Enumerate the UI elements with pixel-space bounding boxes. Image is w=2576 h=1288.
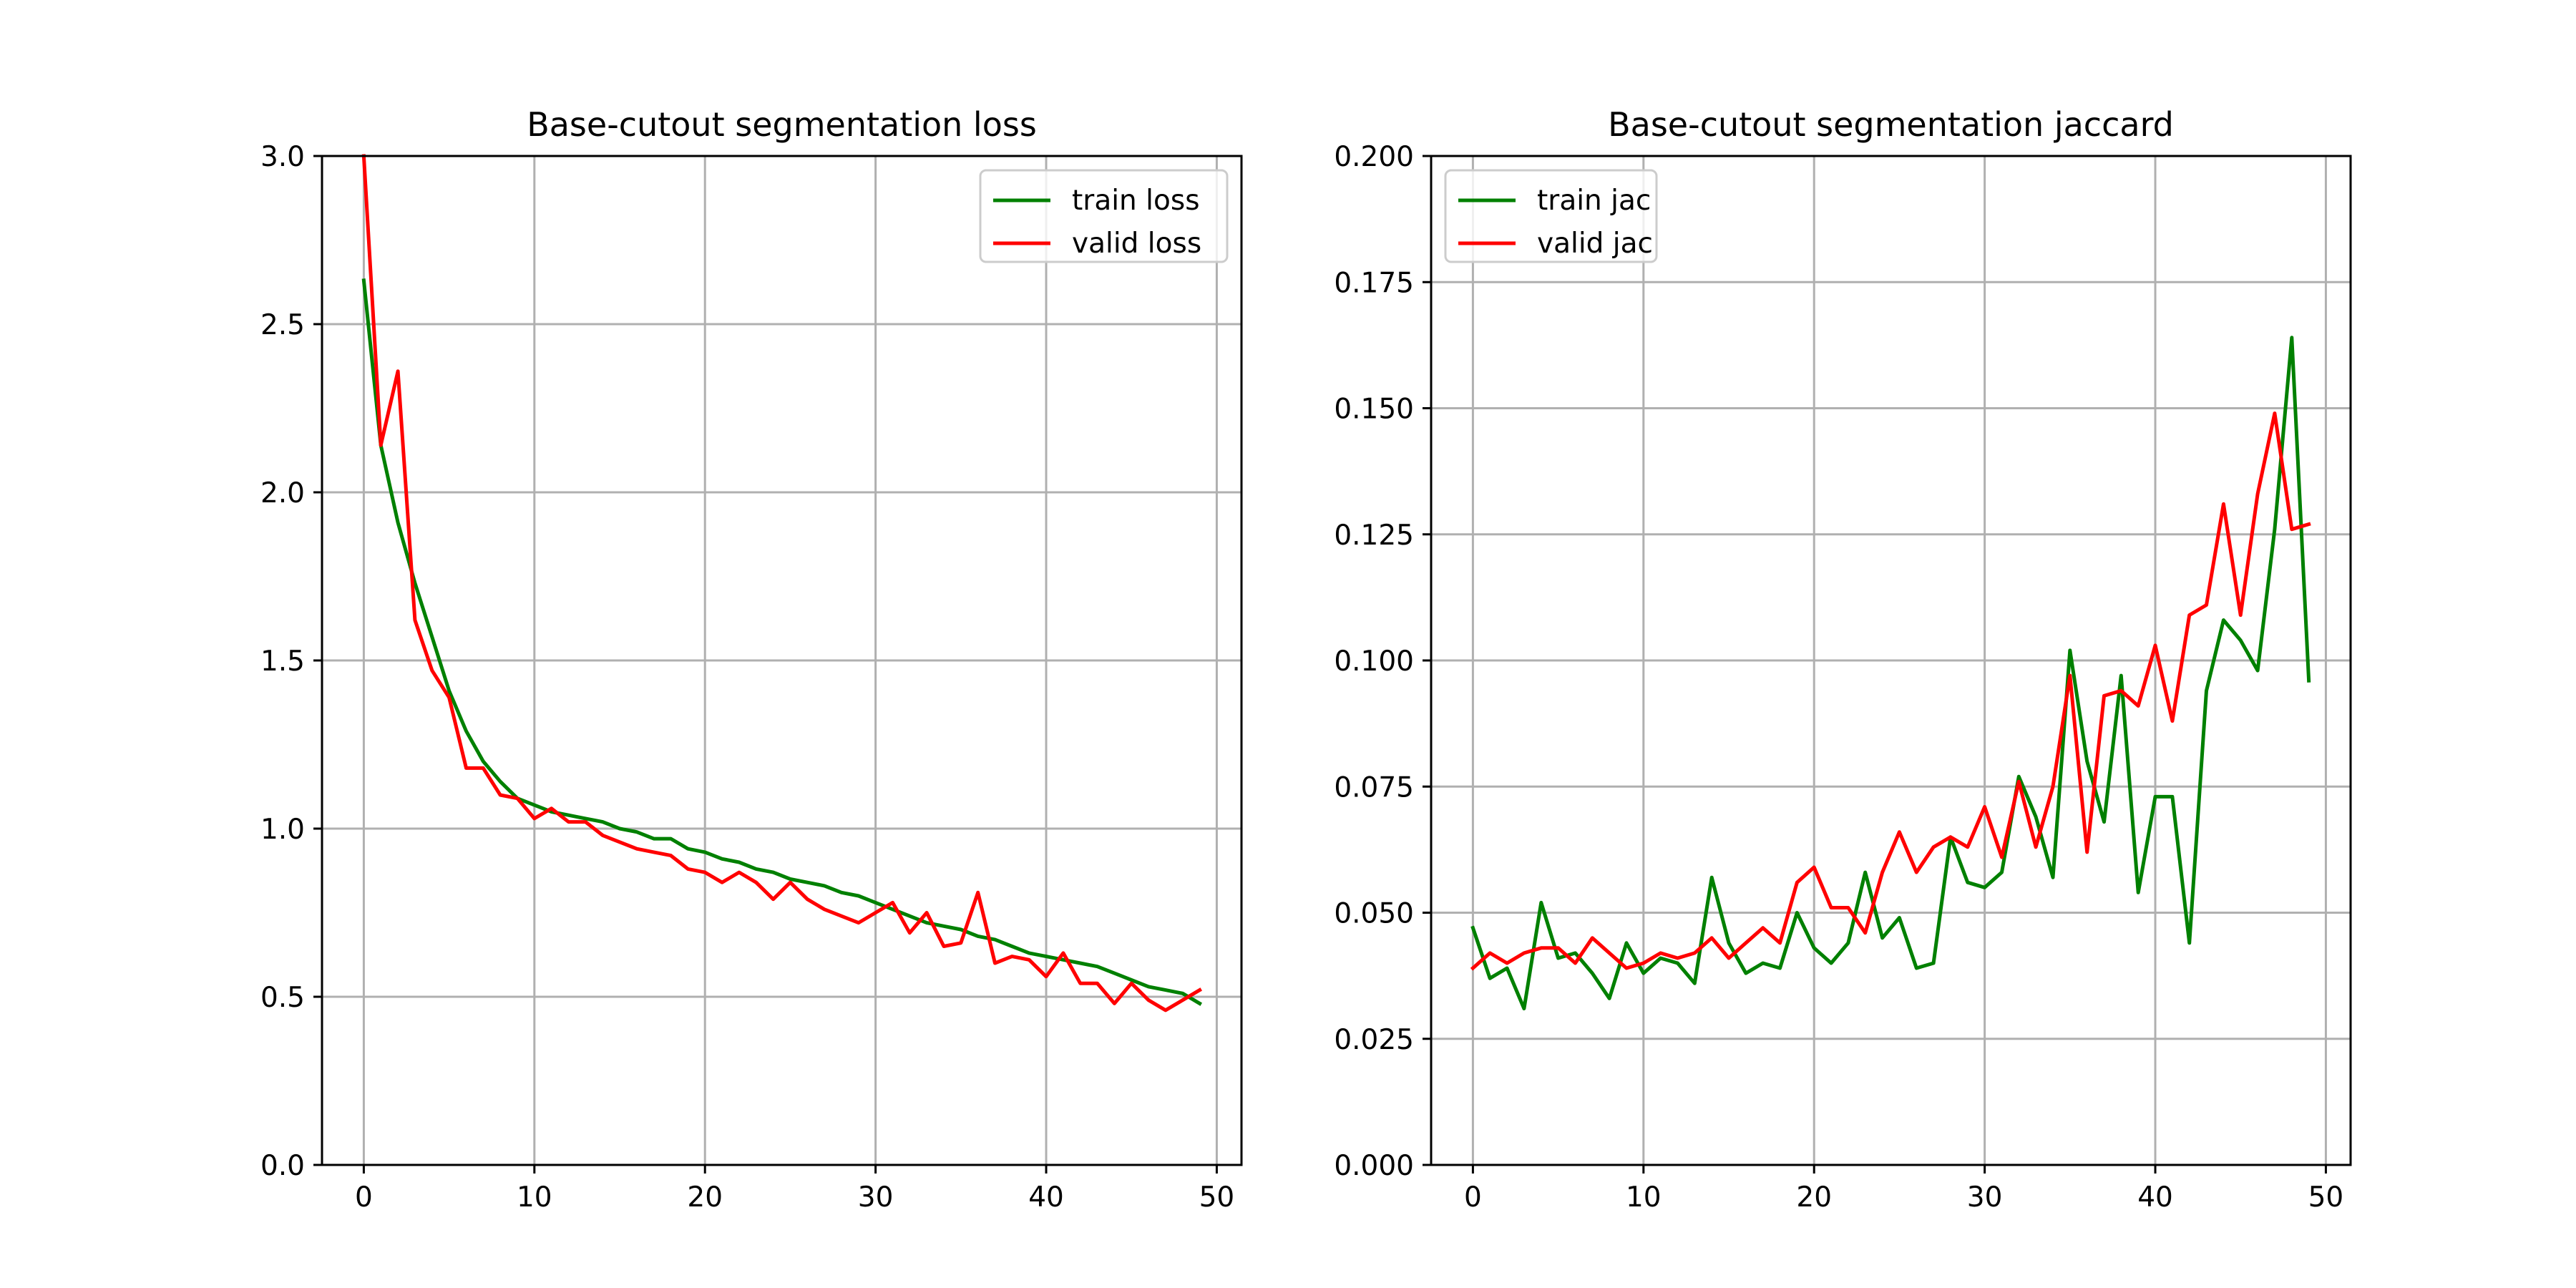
loss-plot-title: Base-cutout segmentation loss [527,105,1037,144]
loss-x-tick-label: 10 [517,1181,552,1214]
jaccard-legend-label: valid jac [1537,228,1653,260]
jaccard-series-valid-jac [1470,411,2311,971]
jaccard-x-tick-label: 0 [1464,1181,1482,1214]
jaccard-x-tick-label: 10 [1626,1181,1662,1214]
jaccard-series-train-jac [1470,336,2311,1010]
loss-y-tick-label: 1.5 [260,645,305,678]
jaccard-y-tick-label: 0.025 [1334,1024,1414,1056]
loss-legend-label: train loss [1072,185,1200,217]
jaccard-y-tick-label: 0.075 [1334,771,1414,804]
loss-y-tick-label: 0.0 [260,1150,305,1182]
loss-y-tick-label: 0.5 [260,982,305,1014]
jaccard-y-tick-label: 0.175 [1334,267,1414,299]
jaccard-y-tick-label: 0.150 [1334,394,1414,426]
loss-legend-label: valid loss [1072,228,1201,260]
loss-x-tick-label: 20 [687,1181,723,1214]
loss-plot: 0 10 20 30 40 50 0.0 0.5 1.0 1.5 2.0 2.5 3.0 Base-cut… [260,105,1243,1214]
jaccard-y-tick-label: 0.050 [1334,898,1414,930]
jaccard-legend-label: train jac [1537,185,1651,217]
jaccard-plot-title: Base-cutout segmentation jaccard [1608,105,2174,144]
loss-y-tick-label: 2.0 [260,477,305,509]
loss-legend-box [979,169,1229,263]
jaccard-legend-box [1444,169,1658,263]
loss-legend: train loss valid loss [979,169,1229,263]
jaccard-y-tick-label: 0.100 [1334,645,1414,678]
jaccard-x-tick-label: 30 [1967,1181,2003,1214]
loss-x-tick-label: 50 [1199,1181,1235,1214]
jaccard-y-tick-label: 0.125 [1334,519,1414,552]
jaccard-y-tick-label: 0.000 [1334,1150,1414,1182]
loss-x-tick-label: 0 [355,1181,373,1214]
loss-y-tick-label: 3.0 [260,141,305,173]
jaccard-plot: 0 10 20 30 40 50 0.000 0.025 0.050 0.075 0.100 0.12… [1334,105,2352,1214]
loss-y-tick-label: 2.5 [260,309,305,341]
jaccard-x-tick-label: 50 [2308,1181,2344,1214]
loss-x-tick-label: 30 [858,1181,894,1214]
jaccard-y-tick-label: 0.200 [1334,141,1414,173]
jaccard-x-tick-label: 20 [1796,1181,1832,1214]
loss-series-valid-loss [361,154,1203,1013]
loss-y-tick-label: 1.0 [260,814,305,846]
jaccard-x-tick-label: 40 [2137,1181,2173,1214]
loss-x-tick-label: 40 [1028,1181,1064,1214]
jaccard-legend: train jac valid jac [1444,169,1658,263]
